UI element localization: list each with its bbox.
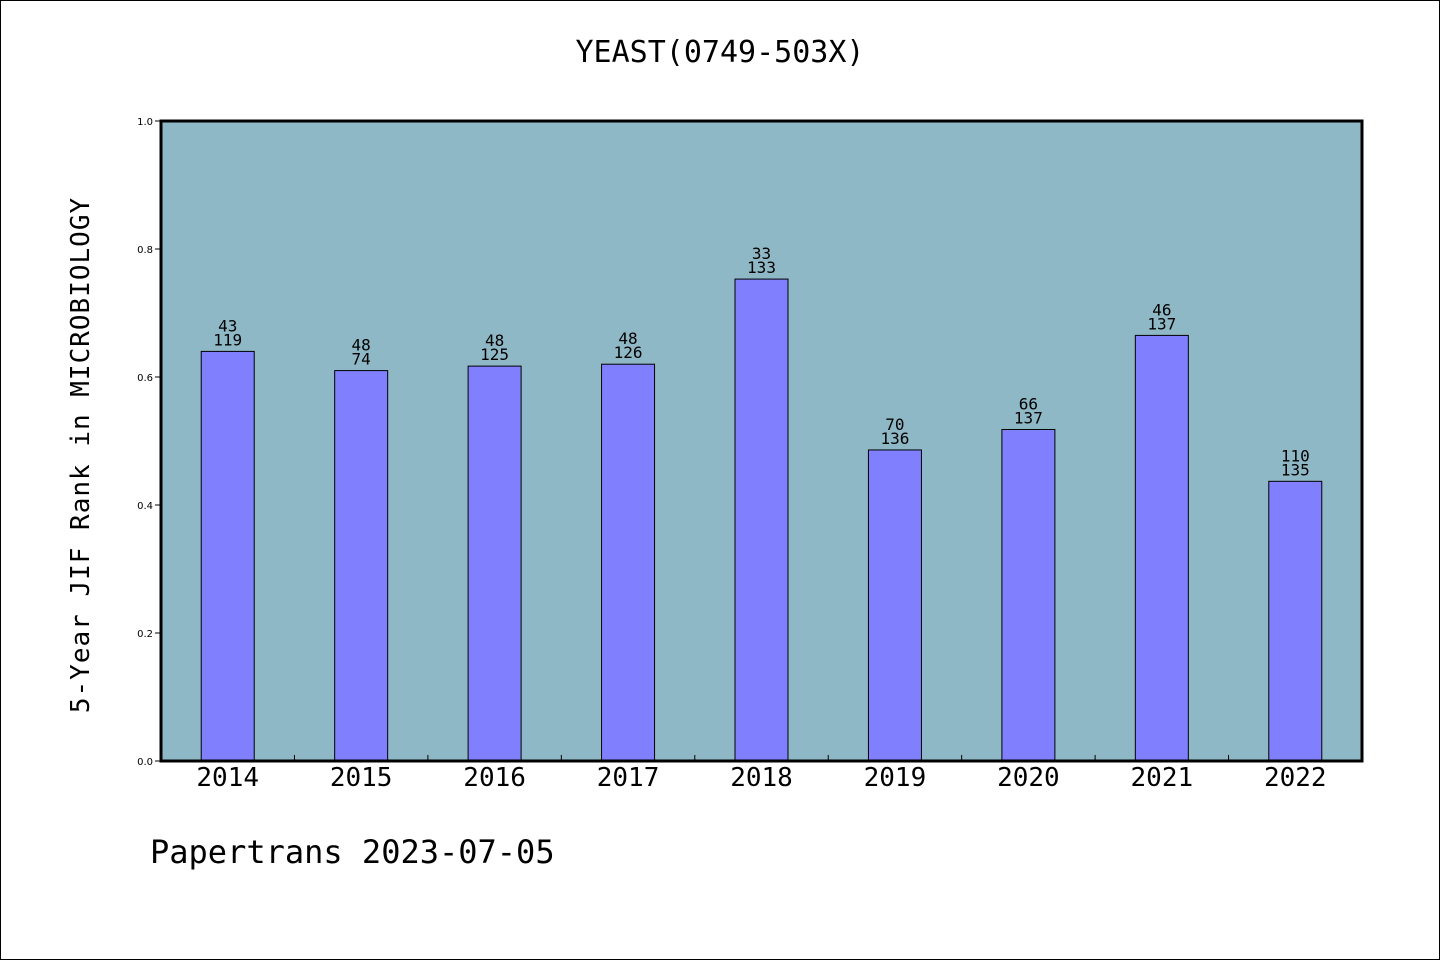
bar-total-label: 119 [213,330,242,349]
y-tick-label: 0.2 [137,629,153,640]
bar-rank-label: 48 [618,329,637,348]
bar-rank-label: 33 [752,244,771,263]
y-tick-label: 0.0 [137,757,153,768]
y-tick-label: 1.0 [137,117,153,128]
bar-rank-label: 70 [885,415,904,434]
bars-group [200,278,1323,762]
y-tick-label: 0.8 [137,245,153,256]
bar-rank-label: 48 [352,336,371,355]
bar-rank-label: 43 [218,316,237,335]
y-tick-label: 0.6 [137,373,153,384]
x-tick-label: 2015 [330,763,393,793]
bar-2016 [467,365,522,762]
chart-title: YEAST(0749-503X) [575,35,865,70]
bar-2021 [1134,334,1189,762]
bar-2020 [1001,428,1056,762]
bar-total-label: 136 [880,429,909,448]
bar-total-label: 137 [1147,314,1176,333]
bar-total-label: 137 [1014,408,1043,427]
x-tick-label: 2022 [1264,763,1327,793]
x-tick-label: 2014 [196,763,259,793]
bar-total-label: 126 [614,343,643,362]
y-tick-label: 0.4 [137,501,153,512]
plot-border [159,119,1364,763]
bar-rank-label: 110 [1281,446,1310,465]
x-tick-label: 2020 [997,763,1060,793]
bar-2019 [867,449,922,762]
bar-2015 [334,370,389,762]
bar-2018 [734,278,789,762]
bar-2022 [1268,480,1323,762]
footer-credit: Papertrans 2023-07-05 [150,833,555,871]
x-tick-label: 2017 [597,763,660,793]
x-tick-label: 2019 [864,763,927,793]
bar-total-label: 135 [1281,460,1310,479]
x-tick-label: 2018 [730,763,793,793]
bar-rank-label: 48 [485,331,504,350]
bar-total-label: 125 [480,345,509,364]
y-axis: 0.0 0.2 0.4 0.6 0.8 1.0 [137,117,161,768]
bar-rank-label: 66 [1019,394,1038,413]
bar-total-label: 133 [747,258,776,277]
x-tick-label: 2016 [463,763,526,793]
x-axis: 2014 2015 2016 2017 2018 2019 2020 2021 2022 [196,755,1327,793]
bar-2014 [200,350,255,762]
bar-total-label: 74 [352,350,371,369]
bar-2017 [601,363,656,762]
bar-rank-label: 46 [1152,300,1171,319]
x-tick-label: 2021 [1131,763,1194,793]
